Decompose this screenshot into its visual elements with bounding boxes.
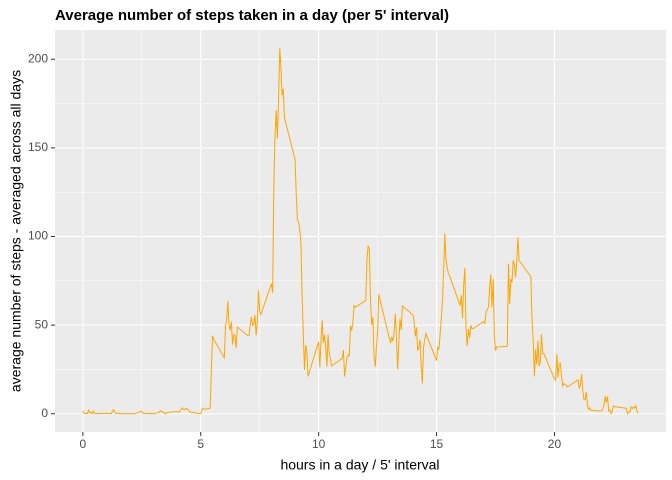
x-tick-label: 10	[312, 437, 326, 451]
panel	[55, 30, 666, 432]
y-tick-label: 50	[35, 317, 49, 331]
chart-title: Average number of steps taken in a day (…	[55, 7, 449, 24]
y-tick-label: 100	[28, 229, 48, 243]
x-axis-label: hours in a day / 5' interval	[280, 457, 439, 473]
x-tick-label: 20	[548, 437, 562, 451]
x-tick-label: 0	[79, 437, 86, 451]
x-tick-label: 5	[197, 437, 204, 451]
y-tick-label: 150	[28, 140, 48, 154]
y-tick-label: 0	[41, 406, 48, 420]
x-tick-label: 15	[430, 437, 444, 451]
line	[82, 48, 639, 415]
y-axis-label: average number of steps - averaged acros…	[8, 70, 24, 392]
y-tick-label: 200	[28, 51, 48, 65]
